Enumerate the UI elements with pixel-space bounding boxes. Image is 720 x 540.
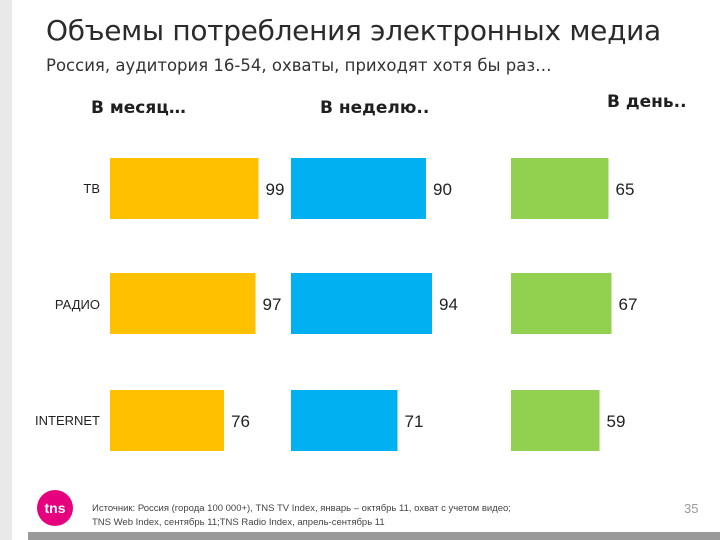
column-heading-month: В месяц… — [91, 98, 186, 118]
value-label-day-internet: 59 — [607, 412, 626, 431]
value-label-week-internet: 71 — [405, 412, 424, 431]
bar-week-radio — [291, 273, 432, 334]
bar-month-internet — [110, 390, 224, 451]
value-label-day-radio: 67 — [619, 295, 638, 314]
source-note: Источник: Россия (города 100 000+), TNS … — [92, 502, 511, 530]
slide-subtitle: Россия, аудитория 16-54, охваты, приходя… — [46, 56, 552, 75]
value-label-day-tv: 65 — [616, 180, 635, 199]
value-label-week-tv: 90 — [433, 180, 452, 199]
slide-title: Объемы потребления электронных медиа — [46, 14, 661, 47]
bottom-bar — [28, 532, 720, 540]
page-number: 35 — [684, 501, 699, 516]
bar-week-internet — [291, 390, 398, 451]
column-heading-week: В неделю.. — [320, 98, 430, 118]
bar-week-tv — [291, 158, 426, 219]
value-label-week-radio: 94 — [439, 295, 458, 314]
bar-day-radio — [511, 273, 612, 334]
source-line-2: TNS Web Index, сентябрь 11;TNS Radio Ind… — [92, 517, 385, 528]
bar-day-internet — [511, 390, 600, 451]
value-label-month-radio: 97 — [263, 295, 282, 314]
category-label-internet: INTERNET — [35, 413, 100, 428]
category-label-tv: ТВ — [83, 181, 100, 196]
bar-day-tv — [511, 158, 609, 219]
tns-logo: tns — [37, 490, 73, 526]
left-edge-strip — [0, 0, 12, 540]
column-heading-day: В день.. — [607, 92, 687, 112]
bar-month-tv — [110, 158, 259, 219]
source-line-1: Источник: Россия (города 100 000+), TNS … — [92, 503, 511, 514]
bar-month-radio — [110, 273, 256, 334]
value-label-month-internet: 76 — [231, 412, 250, 431]
category-label-radio: РАДИО — [54, 297, 100, 312]
value-label-month-tv: 99 — [266, 180, 285, 199]
